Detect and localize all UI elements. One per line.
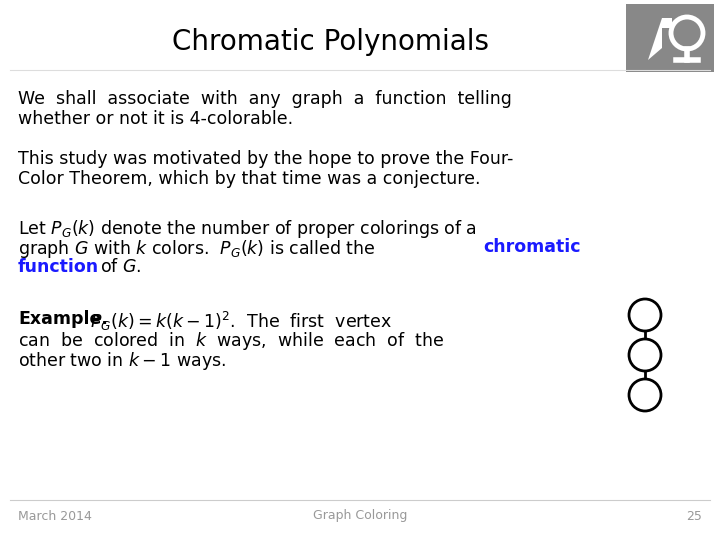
Text: other two in $k - 1$ ways.: other two in $k - 1$ ways. — [18, 350, 226, 372]
Text: function: function — [18, 258, 99, 276]
Circle shape — [629, 299, 661, 331]
Text: Let $P_G(k)$ denote the number of proper colorings of a: Let $P_G(k)$ denote the number of proper… — [18, 218, 477, 240]
Text: 25: 25 — [686, 510, 702, 523]
Text: Chromatic Polynomials: Chromatic Polynomials — [171, 28, 488, 56]
Text: This study was motivated by the hope to prove the Four-: This study was motivated by the hope to … — [18, 150, 513, 168]
Text: $P_G(k) = k(k-1)^2$.  The  first  vertex: $P_G(k) = k(k-1)^2$. The first vertex — [90, 310, 392, 333]
Circle shape — [629, 379, 661, 411]
Text: Color Theorem, which by that time was a conjecture.: Color Theorem, which by that time was a … — [18, 170, 480, 188]
Text: can  be  colored  in  $k$  ways,  while  each  of  the: can be colored in $k$ ways, while each o… — [18, 330, 444, 352]
Text: of $G$.: of $G$. — [100, 258, 141, 276]
Text: March 2014: March 2014 — [18, 510, 92, 523]
Polygon shape — [648, 18, 672, 60]
Text: chromatic: chromatic — [483, 238, 580, 256]
Text: graph $G$ with $k$ colors.  $P_G(k)$ is called the: graph $G$ with $k$ colors. $P_G(k)$ is c… — [18, 238, 376, 260]
Text: Example.: Example. — [18, 310, 108, 328]
Circle shape — [629, 339, 661, 371]
Text: We  shall  associate  with  any  graph  a  function  telling: We shall associate with any graph a func… — [18, 90, 512, 108]
Bar — [626, 4, 714, 72]
Text: whether or not it is 4-colorable.: whether or not it is 4-colorable. — [18, 110, 293, 128]
Text: Graph Coloring: Graph Coloring — [312, 510, 408, 523]
